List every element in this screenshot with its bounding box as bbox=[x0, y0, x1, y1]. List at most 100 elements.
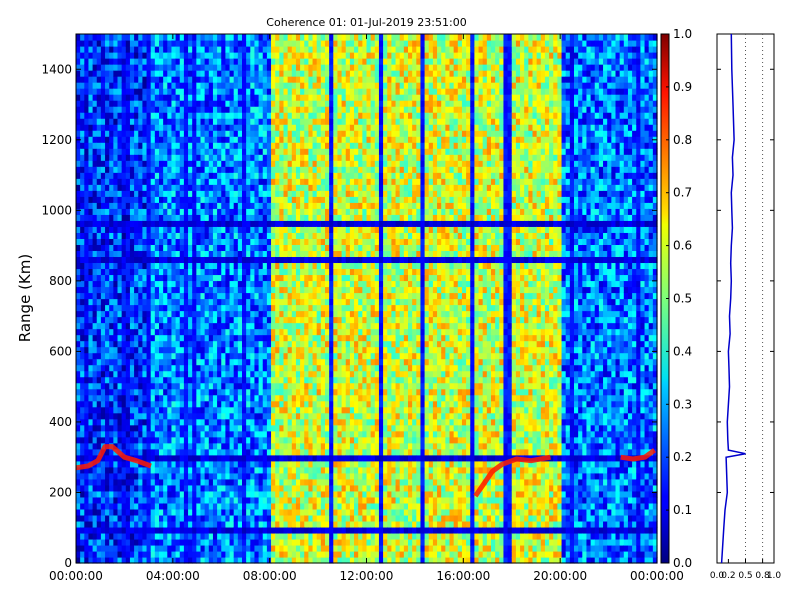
heatmap-cell bbox=[179, 412, 185, 420]
heatmap-cell bbox=[183, 436, 189, 444]
heatmap-cell bbox=[171, 466, 177, 474]
heatmap-cell bbox=[100, 430, 106, 438]
heatmap-cell bbox=[163, 544, 168, 552]
heatmap-cell bbox=[117, 400, 123, 408]
heatmap-cell bbox=[233, 556, 239, 564]
heatmap-cell bbox=[266, 220, 272, 227]
heatmap-cell bbox=[237, 328, 243, 336]
heatmap-cell bbox=[300, 394, 305, 402]
heatmap-cell bbox=[175, 112, 181, 119]
heatmap-cell bbox=[254, 556, 260, 564]
heatmap-cell bbox=[204, 100, 210, 107]
heatmap-cell bbox=[100, 82, 106, 89]
heatmap-cell bbox=[92, 514, 98, 522]
heatmap-cell bbox=[221, 436, 226, 444]
heatmap-cell bbox=[146, 328, 152, 336]
heatmap-cell bbox=[125, 232, 131, 239]
heatmap-cell bbox=[192, 190, 197, 197]
heatmap-cell bbox=[80, 532, 85, 540]
heatmap-cell bbox=[242, 460, 247, 468]
heatmap-cell bbox=[117, 70, 123, 77]
heatmap-cell bbox=[200, 166, 206, 173]
heatmap-cell bbox=[295, 172, 301, 179]
heatmap-cell bbox=[163, 184, 168, 191]
heatmap-cell bbox=[242, 532, 247, 540]
heatmap-cell bbox=[275, 400, 280, 408]
heatmap-cell bbox=[92, 46, 98, 53]
heatmap-cell bbox=[88, 76, 94, 83]
heatmap-cell bbox=[300, 124, 305, 131]
heatmap-cell bbox=[262, 232, 268, 239]
heatmap-cell bbox=[167, 394, 173, 402]
heatmap-cell bbox=[283, 46, 289, 53]
heatmap-cell bbox=[262, 106, 268, 113]
heatmap-cell bbox=[200, 46, 206, 53]
heatmap-cell bbox=[258, 166, 264, 173]
heatmap-cell bbox=[96, 484, 102, 492]
heatmap-cell bbox=[134, 448, 139, 456]
heatmap-cell bbox=[212, 538, 218, 546]
heatmap-cell bbox=[275, 202, 280, 209]
heatmap-cell bbox=[105, 178, 110, 185]
heatmap-cell bbox=[254, 304, 260, 312]
heatmap-cell bbox=[80, 544, 85, 552]
heatmap-cell bbox=[283, 262, 289, 270]
heatmap-cell bbox=[225, 268, 231, 276]
heatmap-cell bbox=[92, 244, 98, 252]
heatmap-cell bbox=[142, 244, 148, 252]
heatmap-cell bbox=[109, 136, 114, 143]
heatmap-cell bbox=[159, 436, 164, 444]
heatmap-cell bbox=[88, 490, 94, 498]
heatmap-cell bbox=[291, 484, 297, 492]
heatmap-cell bbox=[121, 190, 127, 197]
heatmap-cell bbox=[291, 142, 297, 149]
heatmap-cell bbox=[183, 172, 189, 179]
heatmap-cell bbox=[138, 64, 143, 71]
heatmap-cell bbox=[225, 208, 231, 215]
heatmap-cell bbox=[287, 526, 293, 534]
heatmap-cell bbox=[183, 352, 189, 360]
heatmap-cell bbox=[163, 526, 168, 534]
heatmap-cell bbox=[200, 70, 206, 77]
heatmap-cell bbox=[80, 538, 85, 546]
heatmap-cell bbox=[271, 130, 276, 137]
heatmap-cell bbox=[84, 442, 90, 450]
heatmap-cell bbox=[242, 274, 247, 282]
heatmap-cell bbox=[308, 358, 314, 366]
heatmap-cell bbox=[92, 274, 98, 282]
heatmap-cell bbox=[113, 58, 119, 65]
heatmap-cell bbox=[92, 466, 98, 474]
heatmap-cell bbox=[271, 46, 276, 53]
heatmap-cell bbox=[188, 280, 193, 288]
heatmap-cell bbox=[250, 214, 256, 221]
heatmap-cell bbox=[76, 346, 81, 354]
heatmap-cell bbox=[237, 274, 243, 282]
heatmap-cell bbox=[212, 322, 218, 330]
heatmap-cell bbox=[154, 34, 160, 41]
heatmap-cell bbox=[129, 334, 135, 342]
heatmap-cell bbox=[266, 136, 272, 143]
heatmap-cell bbox=[196, 214, 202, 221]
heatmap-cell bbox=[192, 82, 197, 89]
heatmap-cell bbox=[188, 430, 193, 438]
heatmap-cell bbox=[88, 364, 94, 372]
heatmap-cell bbox=[300, 154, 305, 161]
heatmap-cell bbox=[221, 286, 226, 294]
heatmap-cell bbox=[262, 46, 268, 53]
heatmap-cell bbox=[113, 34, 119, 41]
heatmap-cell bbox=[121, 376, 127, 384]
heatmap-cell bbox=[163, 118, 168, 125]
heatmap-cell bbox=[138, 394, 143, 402]
heatmap-cell bbox=[208, 280, 214, 288]
heatmap-cell bbox=[163, 214, 168, 221]
heatmap-cell bbox=[217, 520, 222, 528]
heatmap-cell bbox=[266, 124, 272, 131]
heatmap-cell bbox=[295, 34, 301, 41]
heatmap-cell bbox=[142, 352, 148, 360]
heatmap-cell bbox=[208, 454, 214, 462]
heatmap-cell bbox=[76, 106, 81, 113]
heatmap-cell bbox=[125, 514, 131, 522]
heatmap-cell bbox=[291, 508, 297, 516]
heatmap-cell bbox=[179, 394, 185, 402]
heatmap-cell bbox=[142, 472, 148, 480]
